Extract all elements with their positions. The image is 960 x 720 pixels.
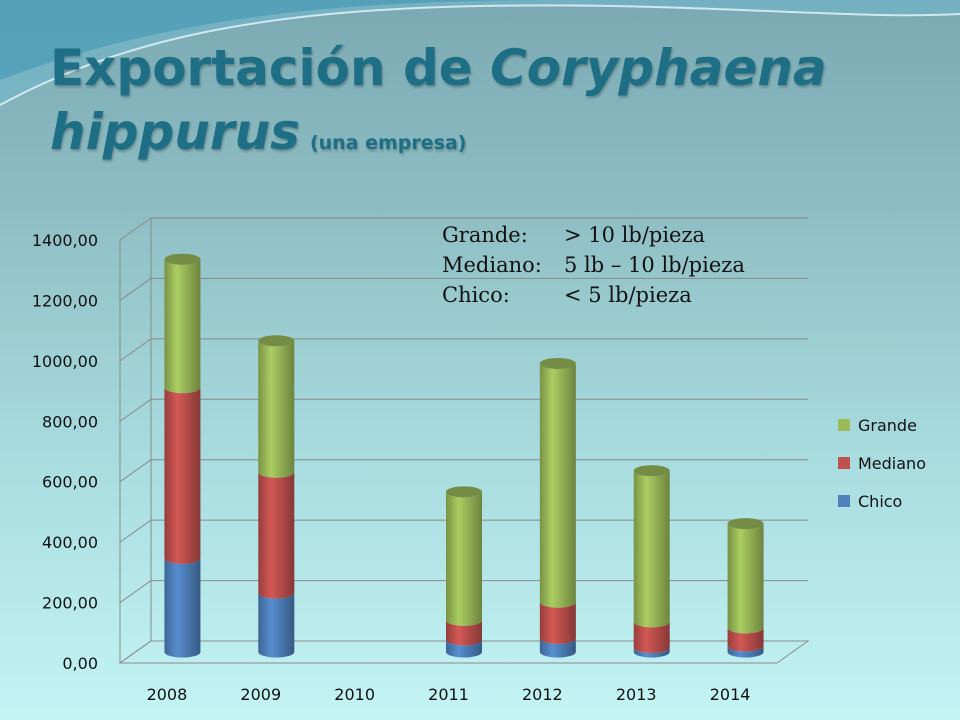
y-tick-label: 1400,00 <box>32 231 98 250</box>
y-tick-label: 1000,00 <box>32 352 98 371</box>
slide-title: Exportación de Coryphaena hippurus (una e… <box>50 36 910 175</box>
x-tick-label: 2008 <box>147 685 188 704</box>
note-value: 5 lb – 10 lb/pieza <box>564 253 745 277</box>
note-value: < 5 lb/pieza <box>564 283 692 307</box>
x-tick-label: 2014 <box>710 685 751 704</box>
bar-chico-2014 <box>727 645 764 658</box>
x-tick-label: 2012 <box>522 685 563 704</box>
title-italic-2: hippurus <box>50 103 300 161</box>
bar-mediano-2013 <box>633 621 670 653</box>
gridline-side <box>119 338 152 362</box>
legend-item-chico: Chico <box>838 482 926 520</box>
legend-label: Chico <box>858 491 903 511</box>
bar-mediano-2012 <box>539 602 576 644</box>
bar-cap-2012 <box>539 357 576 369</box>
gridline-side <box>119 640 152 664</box>
gridline-side <box>119 580 152 603</box>
bar-chico-2012 <box>539 638 576 658</box>
title-part-1: Exportación de <box>50 39 491 97</box>
note-row-mediano: Mediano: 5 lb – 10 lb/pieza <box>442 250 745 280</box>
note-row-chico: Chico: < 5 lb/pieza <box>442 280 745 310</box>
chart-legend: Grande Mediano Chico <box>838 406 926 520</box>
legend-swatch-grande <box>838 419 850 431</box>
note-key: Mediano: <box>442 253 542 277</box>
bar-cap-2013 <box>633 465 670 477</box>
bar-grande-2011 <box>446 491 482 626</box>
x-tick-label: 2013 <box>616 685 657 704</box>
title-italic-1: Coryphaena <box>490 39 827 97</box>
gridline-side <box>119 217 152 241</box>
gridline-side <box>119 398 152 422</box>
y-tick-label: 400,00 <box>42 533 98 552</box>
bar-cap-2014 <box>727 518 764 530</box>
bar-chico-2013 <box>633 647 670 658</box>
note-value: > 10 lb/pieza <box>564 223 706 247</box>
bar-mediano-2008 <box>164 387 201 564</box>
x-tick-label: 2011 <box>428 685 469 704</box>
note-key: Chico: <box>442 283 510 307</box>
bar-cap-2011 <box>446 486 482 498</box>
bar-grande-2009 <box>258 340 295 478</box>
bar-chico-2011 <box>446 639 482 658</box>
gridline-side <box>119 278 152 301</box>
bar-grande-2013 <box>633 470 670 628</box>
bar-mediano-2009 <box>258 472 295 599</box>
x-tick-label: 2010 <box>334 685 375 704</box>
y-tick-label: 1200,00 <box>32 291 98 310</box>
bar-cap-2008 <box>164 253 201 265</box>
legend-label: Grande <box>858 415 917 435</box>
bar-cap-2009 <box>258 335 295 347</box>
bar-chico-2008 <box>164 558 201 658</box>
gridline-side <box>119 459 152 483</box>
y-tick-label: 800,00 <box>42 412 98 431</box>
legend-item-grande: Grande <box>838 406 926 444</box>
x-tick-label: 2009 <box>240 685 281 704</box>
bar-mediano-2011 <box>446 620 482 646</box>
bar-grande-2012 <box>539 363 576 608</box>
decorative-wave <box>0 0 960 106</box>
note-row-grande: Grande: > 10 lb/pieza <box>442 220 745 250</box>
bar-grande-2008 <box>164 259 201 394</box>
size-note: Grande: > 10 lb/pieza Mediano: 5 lb – 10… <box>442 220 745 310</box>
legend-swatch-chico <box>838 495 850 507</box>
bar-grande-2014 <box>727 523 764 634</box>
y-tick-label: 600,00 <box>42 473 98 492</box>
legend-item-mediano: Mediano <box>838 444 926 482</box>
note-key: Grande: <box>442 223 528 247</box>
bar-mediano-2014 <box>727 627 764 652</box>
bar-chico-2009 <box>258 593 295 658</box>
y-tick-label: 0,00 <box>62 654 98 673</box>
gridline-side <box>119 519 152 543</box>
title-subtitle: (una empresa) <box>309 132 467 154</box>
legend-swatch-mediano <box>838 457 850 469</box>
y-tick-label: 200,00 <box>42 594 98 613</box>
legend-label: Mediano <box>858 453 926 473</box>
